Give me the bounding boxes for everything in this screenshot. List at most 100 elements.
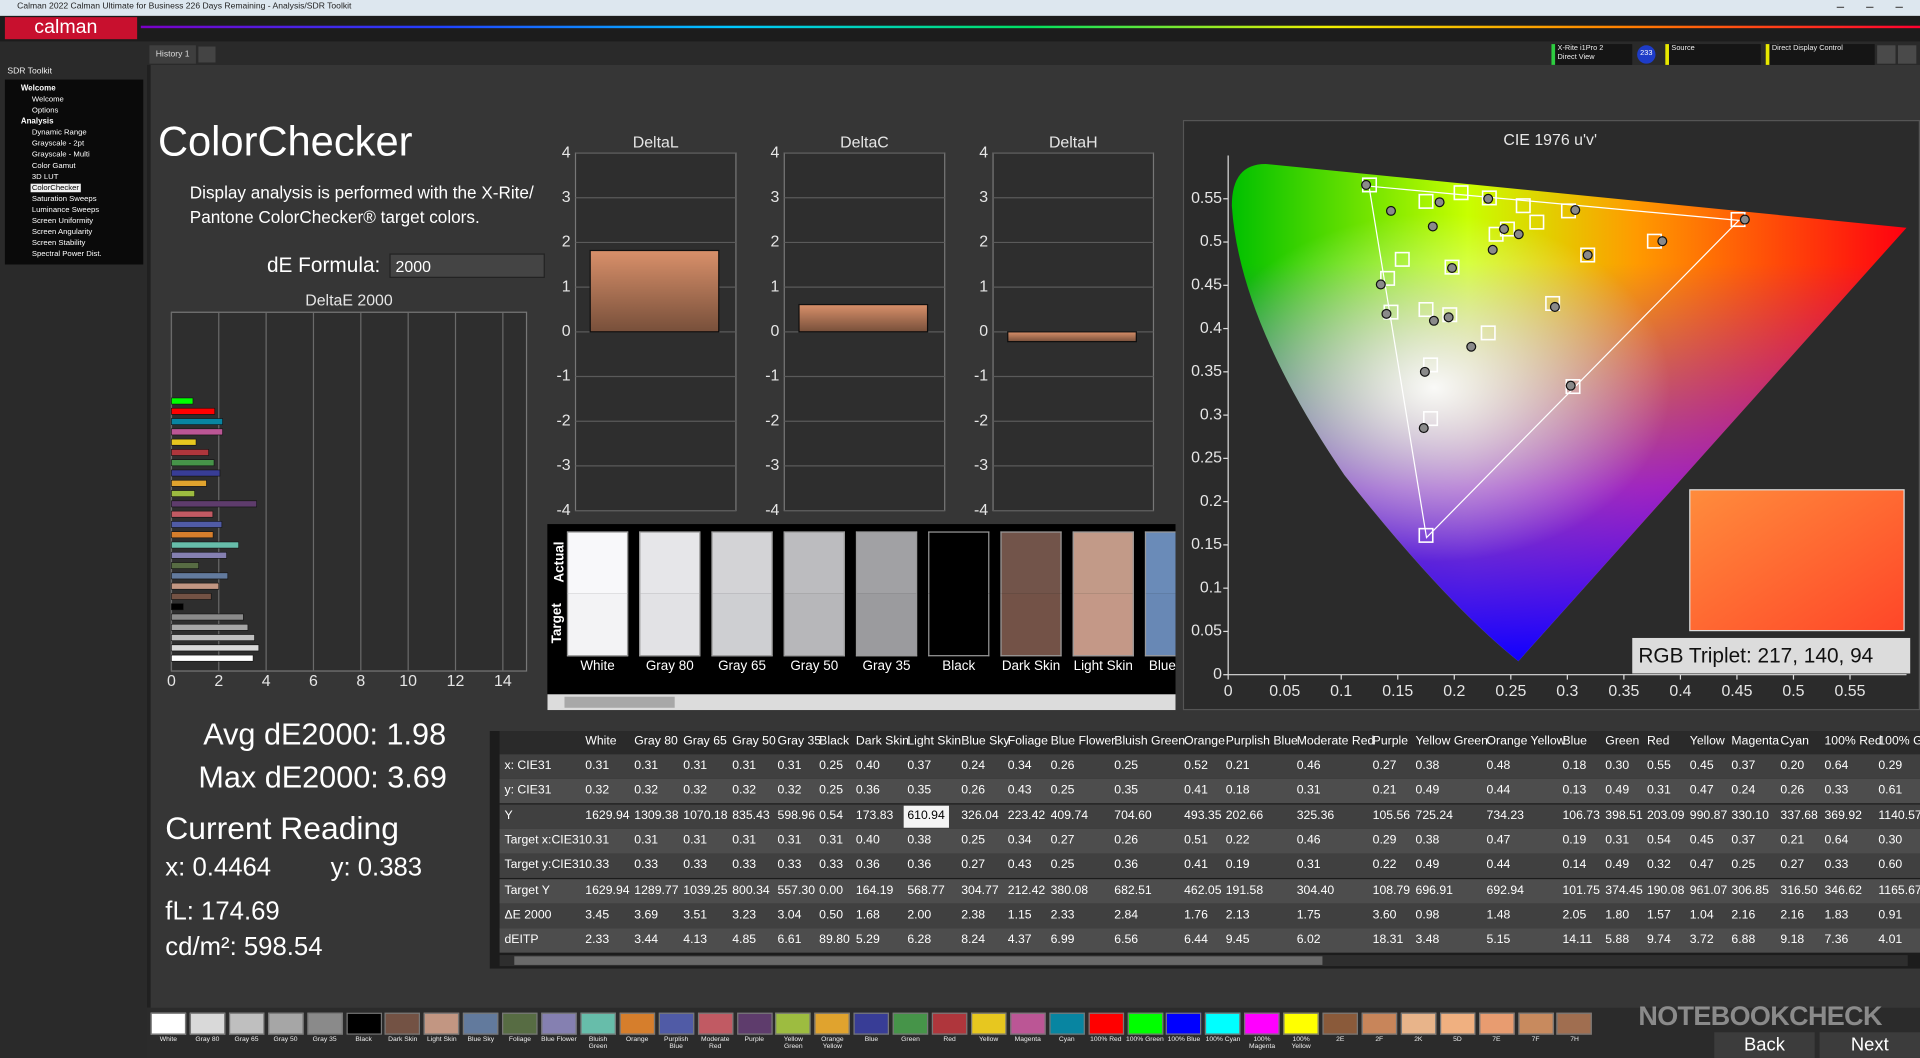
table-cell[interactable]: 0.47 — [1486, 833, 1511, 848]
table-cell[interactable]: 0.31 — [585, 833, 610, 848]
table-cell[interactable]: 9.74 — [1646, 933, 1671, 947]
table-cell[interactable]: 6.28 — [907, 933, 932, 947]
table-cell[interactable]: 1.83 — [1824, 908, 1849, 922]
table-cell[interactable]: 325.36 — [1296, 808, 1335, 823]
palette-swatch[interactable] — [1283, 1012, 1319, 1035]
tree-item[interactable]: Color Gamut — [31, 161, 76, 171]
palette-swatch[interactable] — [306, 1012, 343, 1035]
table-cell[interactable]: 0.31 — [634, 759, 659, 773]
table-cell[interactable]: 3.60 — [1372, 908, 1397, 922]
table-cell[interactable]: 0.34 — [1007, 759, 1032, 773]
table-cell[interactable]: 0.26 — [1780, 784, 1805, 798]
table-cell[interactable]: 6.02 — [1296, 933, 1321, 947]
table-cell[interactable]: 6.61 — [777, 933, 802, 947]
table-cell[interactable]: 0.46 — [1296, 833, 1321, 848]
table-cell[interactable]: 380.08 — [1050, 883, 1089, 897]
table-cell[interactable]: 0.45 — [1689, 833, 1714, 848]
app-logo[interactable]: calman — [4, 17, 138, 40]
table-cell[interactable]: 0.33 — [819, 858, 844, 873]
table-cell[interactable]: 4.13 — [683, 933, 708, 947]
palette-swatch[interactable] — [1556, 1012, 1593, 1035]
table-cell[interactable]: 0.49 — [1415, 784, 1440, 798]
table-cell[interactable]: 0.33 — [777, 858, 802, 873]
table-cell[interactable]: 725.24 — [1415, 808, 1453, 823]
table-cell[interactable]: 0.25 — [1050, 858, 1075, 873]
table-cell[interactable]: 961.07 — [1689, 883, 1728, 897]
table-cell[interactable]: 1629.94 — [585, 883, 630, 897]
table-cell[interactable]: 3.45 — [585, 908, 610, 922]
table-cell[interactable]: 2.84 — [1114, 908, 1139, 922]
table-cell[interactable]: 0.44 — [1486, 858, 1511, 873]
toolbar-button[interactable] — [1897, 45, 1917, 64]
table-cell[interactable]: 6.88 — [1731, 933, 1756, 947]
table-cell[interactable]: 0.32 — [732, 784, 757, 798]
table-cell[interactable]: 0.33 — [732, 858, 757, 873]
palette-swatch[interactable] — [1244, 1012, 1280, 1035]
table-cell[interactable]: 0.35 — [1114, 784, 1139, 798]
table-cell[interactable]: 0.14 — [1562, 858, 1587, 873]
table-cell[interactable]: 0.35 — [907, 784, 932, 798]
display-box[interactable] — [1765, 44, 1875, 65]
scroll-thumb[interactable] — [564, 696, 675, 708]
tree-item[interactable]: Saturation Sweeps — [31, 194, 97, 204]
table-cell[interactable]: 0.38 — [1415, 759, 1440, 773]
palette-swatch[interactable] — [1439, 1012, 1476, 1035]
table-cell[interactable]: 704.60 — [1114, 808, 1152, 823]
table-cell[interactable]: 3.72 — [1689, 933, 1714, 947]
table-cell[interactable]: 304.77 — [961, 883, 999, 897]
table-cell[interactable]: 0.25 — [961, 833, 986, 848]
table-cell[interactable]: 0.32 — [1646, 858, 1671, 873]
table-cell[interactable]: 0.60 — [1878, 858, 1903, 873]
table-cell[interactable]: 0.31 — [732, 833, 757, 848]
table-cell[interactable]: 0.33 — [634, 858, 659, 873]
table-cell[interactable]: 0.21 — [1780, 833, 1805, 848]
table-cell[interactable]: 0.27 — [961, 858, 986, 873]
tree-item[interactable]: Welcome — [31, 95, 64, 105]
table-cell[interactable]: 1039.25 — [683, 883, 728, 897]
table-cell[interactable]: 1.04 — [1689, 908, 1714, 922]
table-cell[interactable]: 800.34 — [732, 883, 770, 897]
table-cell[interactable]: 0.44 — [1486, 784, 1511, 798]
palette-swatch[interactable] — [541, 1012, 577, 1035]
table-cell[interactable]: 0.36 — [855, 858, 880, 873]
table-cell[interactable]: 212.42 — [1007, 883, 1046, 897]
table-cell[interactable]: 0.98 — [1415, 908, 1440, 922]
table-cell[interactable]: 0.31 — [1605, 833, 1630, 848]
table-cell[interactable]: 0.26 — [1050, 759, 1075, 773]
palette-swatch[interactable] — [1088, 1012, 1124, 1035]
scrollbar[interactable] — [547, 694, 1176, 711]
table-cell[interactable]: 734.23 — [1486, 808, 1524, 823]
table-cell[interactable]: 0.37 — [1731, 833, 1756, 848]
table-cell[interactable]: 3.51 — [683, 908, 708, 922]
table-cell[interactable]: 0.31 — [1296, 784, 1321, 798]
table-cell[interactable]: 462.05 — [1184, 883, 1222, 897]
table-cell[interactable]: 0.22 — [1225, 833, 1250, 848]
table-cell[interactable]: 3.48 — [1415, 933, 1440, 947]
table-cell[interactable]: 108.79 — [1372, 883, 1411, 897]
table-cell[interactable]: 0.64 — [1824, 833, 1849, 848]
table-cell[interactable]: 0.20 — [1780, 759, 1805, 773]
meter-box[interactable] — [1551, 44, 1633, 65]
table-cell[interactable]: 1.75 — [1296, 908, 1321, 922]
table-cell[interactable]: 1.48 — [1486, 908, 1511, 922]
table-cell[interactable]: 0.54 — [819, 808, 844, 823]
table-cell[interactable]: 682.51 — [1114, 883, 1152, 897]
palette-swatch[interactable] — [384, 1012, 421, 1035]
palette-swatch[interactable] — [775, 1012, 812, 1035]
table-cell[interactable]: 0.27 — [1780, 858, 1805, 873]
table-cell[interactable]: 0.46 — [1296, 759, 1321, 773]
table-cell[interactable]: 1.68 — [855, 908, 880, 922]
table-cell[interactable]: 190.08 — [1646, 883, 1685, 897]
table-cell[interactable]: 0.31 — [585, 759, 610, 773]
source-box[interactable] — [1665, 44, 1761, 65]
table-cell[interactable]: 0.47 — [1689, 784, 1714, 798]
table-cell[interactable]: 0.55 — [1646, 759, 1671, 773]
table-cell[interactable]: 1289.77 — [634, 883, 679, 897]
palette-swatch[interactable] — [1322, 1012, 1358, 1035]
table-cell[interactable]: 568.77 — [907, 883, 945, 897]
table-cell[interactable]: 8.24 — [961, 933, 986, 947]
table-cell[interactable]: 0.25 — [1731, 858, 1756, 873]
table-cell[interactable]: 0.61 — [1878, 784, 1903, 798]
table-cell[interactable]: 0.50 — [819, 908, 844, 922]
palette-swatch[interactable] — [1478, 1012, 1515, 1035]
